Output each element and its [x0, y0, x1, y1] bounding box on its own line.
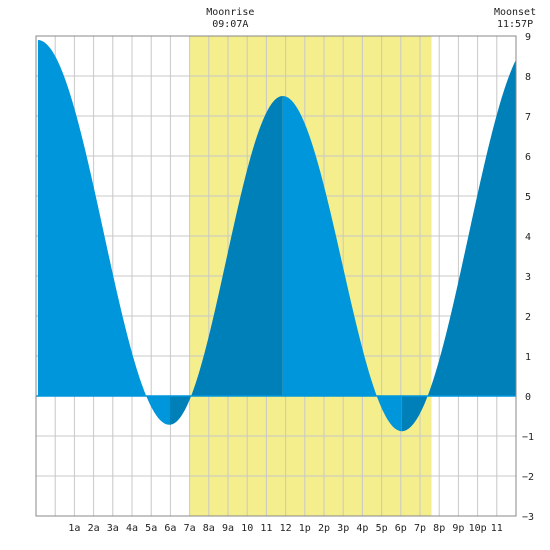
x-tick-label: 11: [491, 523, 503, 534]
x-tick-label: 9a: [222, 523, 234, 534]
y-tick-label: 2: [525, 312, 531, 323]
tide-area: [37, 40, 516, 432]
x-tick-label: 6p: [395, 523, 407, 534]
y-tick-label: 3: [525, 272, 531, 283]
x-tick-label: 6a: [164, 523, 176, 534]
moon-event-label: Moonset: [494, 7, 536, 18]
x-tick-label: 11: [260, 523, 272, 534]
plot-frame: [35, 35, 517, 517]
y-tick-label: 1: [525, 352, 531, 363]
y-tick-label: 8: [525, 72, 531, 83]
y-tick-label: 6: [525, 152, 531, 163]
y-tick-label: −1: [522, 432, 534, 443]
x-tick-label: 7a: [184, 523, 196, 534]
x-tick-labels: 1a 2a 3a 4a 5a 6a 7a 8a 9a 10 11 12 1p 2p 3p 4p 5p 6p 7p 8p…: [68, 523, 502, 534]
x-tick-label: 2a: [88, 523, 100, 534]
x-tick-label: 3a: [107, 523, 119, 534]
x-tick-label: 4p: [356, 523, 368, 534]
moon-event-time: 09:07A: [212, 19, 248, 30]
rising-tide-segment: [401, 59, 516, 432]
y-tick-label: 7: [525, 112, 531, 123]
y-tick-label: 4: [525, 232, 531, 243]
x-tick-label: 9p: [452, 523, 464, 534]
y-tick-label: 9: [525, 32, 531, 43]
x-tick-label: 8a: [203, 523, 215, 534]
y-tick-label: −3: [522, 512, 534, 523]
x-tick-label: 5a: [145, 523, 157, 534]
rising-tide-segment: [169, 96, 283, 425]
x-tick-label: 3p: [337, 523, 349, 534]
x-tick-label: 10: [241, 523, 253, 534]
falling-tide-segment: [37, 40, 170, 425]
x-tick-label: 5p: [376, 523, 388, 534]
x-tick-label: 8p: [433, 523, 445, 534]
falling-tide-segment: [282, 96, 402, 432]
x-tick-label: 4a: [126, 523, 138, 534]
x-tick-label: 1a: [68, 523, 80, 534]
x-tick-label: 12: [280, 523, 292, 534]
x-tick-label: 10p: [469, 523, 487, 534]
y-tick-label: 5: [525, 192, 531, 203]
y-tick-label: −2: [522, 472, 534, 483]
moon-event-time: 11:57P: [497, 19, 533, 30]
x-tick-label: 1p: [299, 523, 311, 534]
y-tick-label: 0: [525, 392, 531, 403]
x-tick-label: 2p: [318, 523, 330, 534]
y-tick-labels: −3 −2 −1 0 1 2 3 4 5 6 7 8 9: [522, 32, 534, 523]
moon-event-label: Moonrise: [206, 7, 254, 18]
x-tick-label: 7p: [414, 523, 426, 534]
